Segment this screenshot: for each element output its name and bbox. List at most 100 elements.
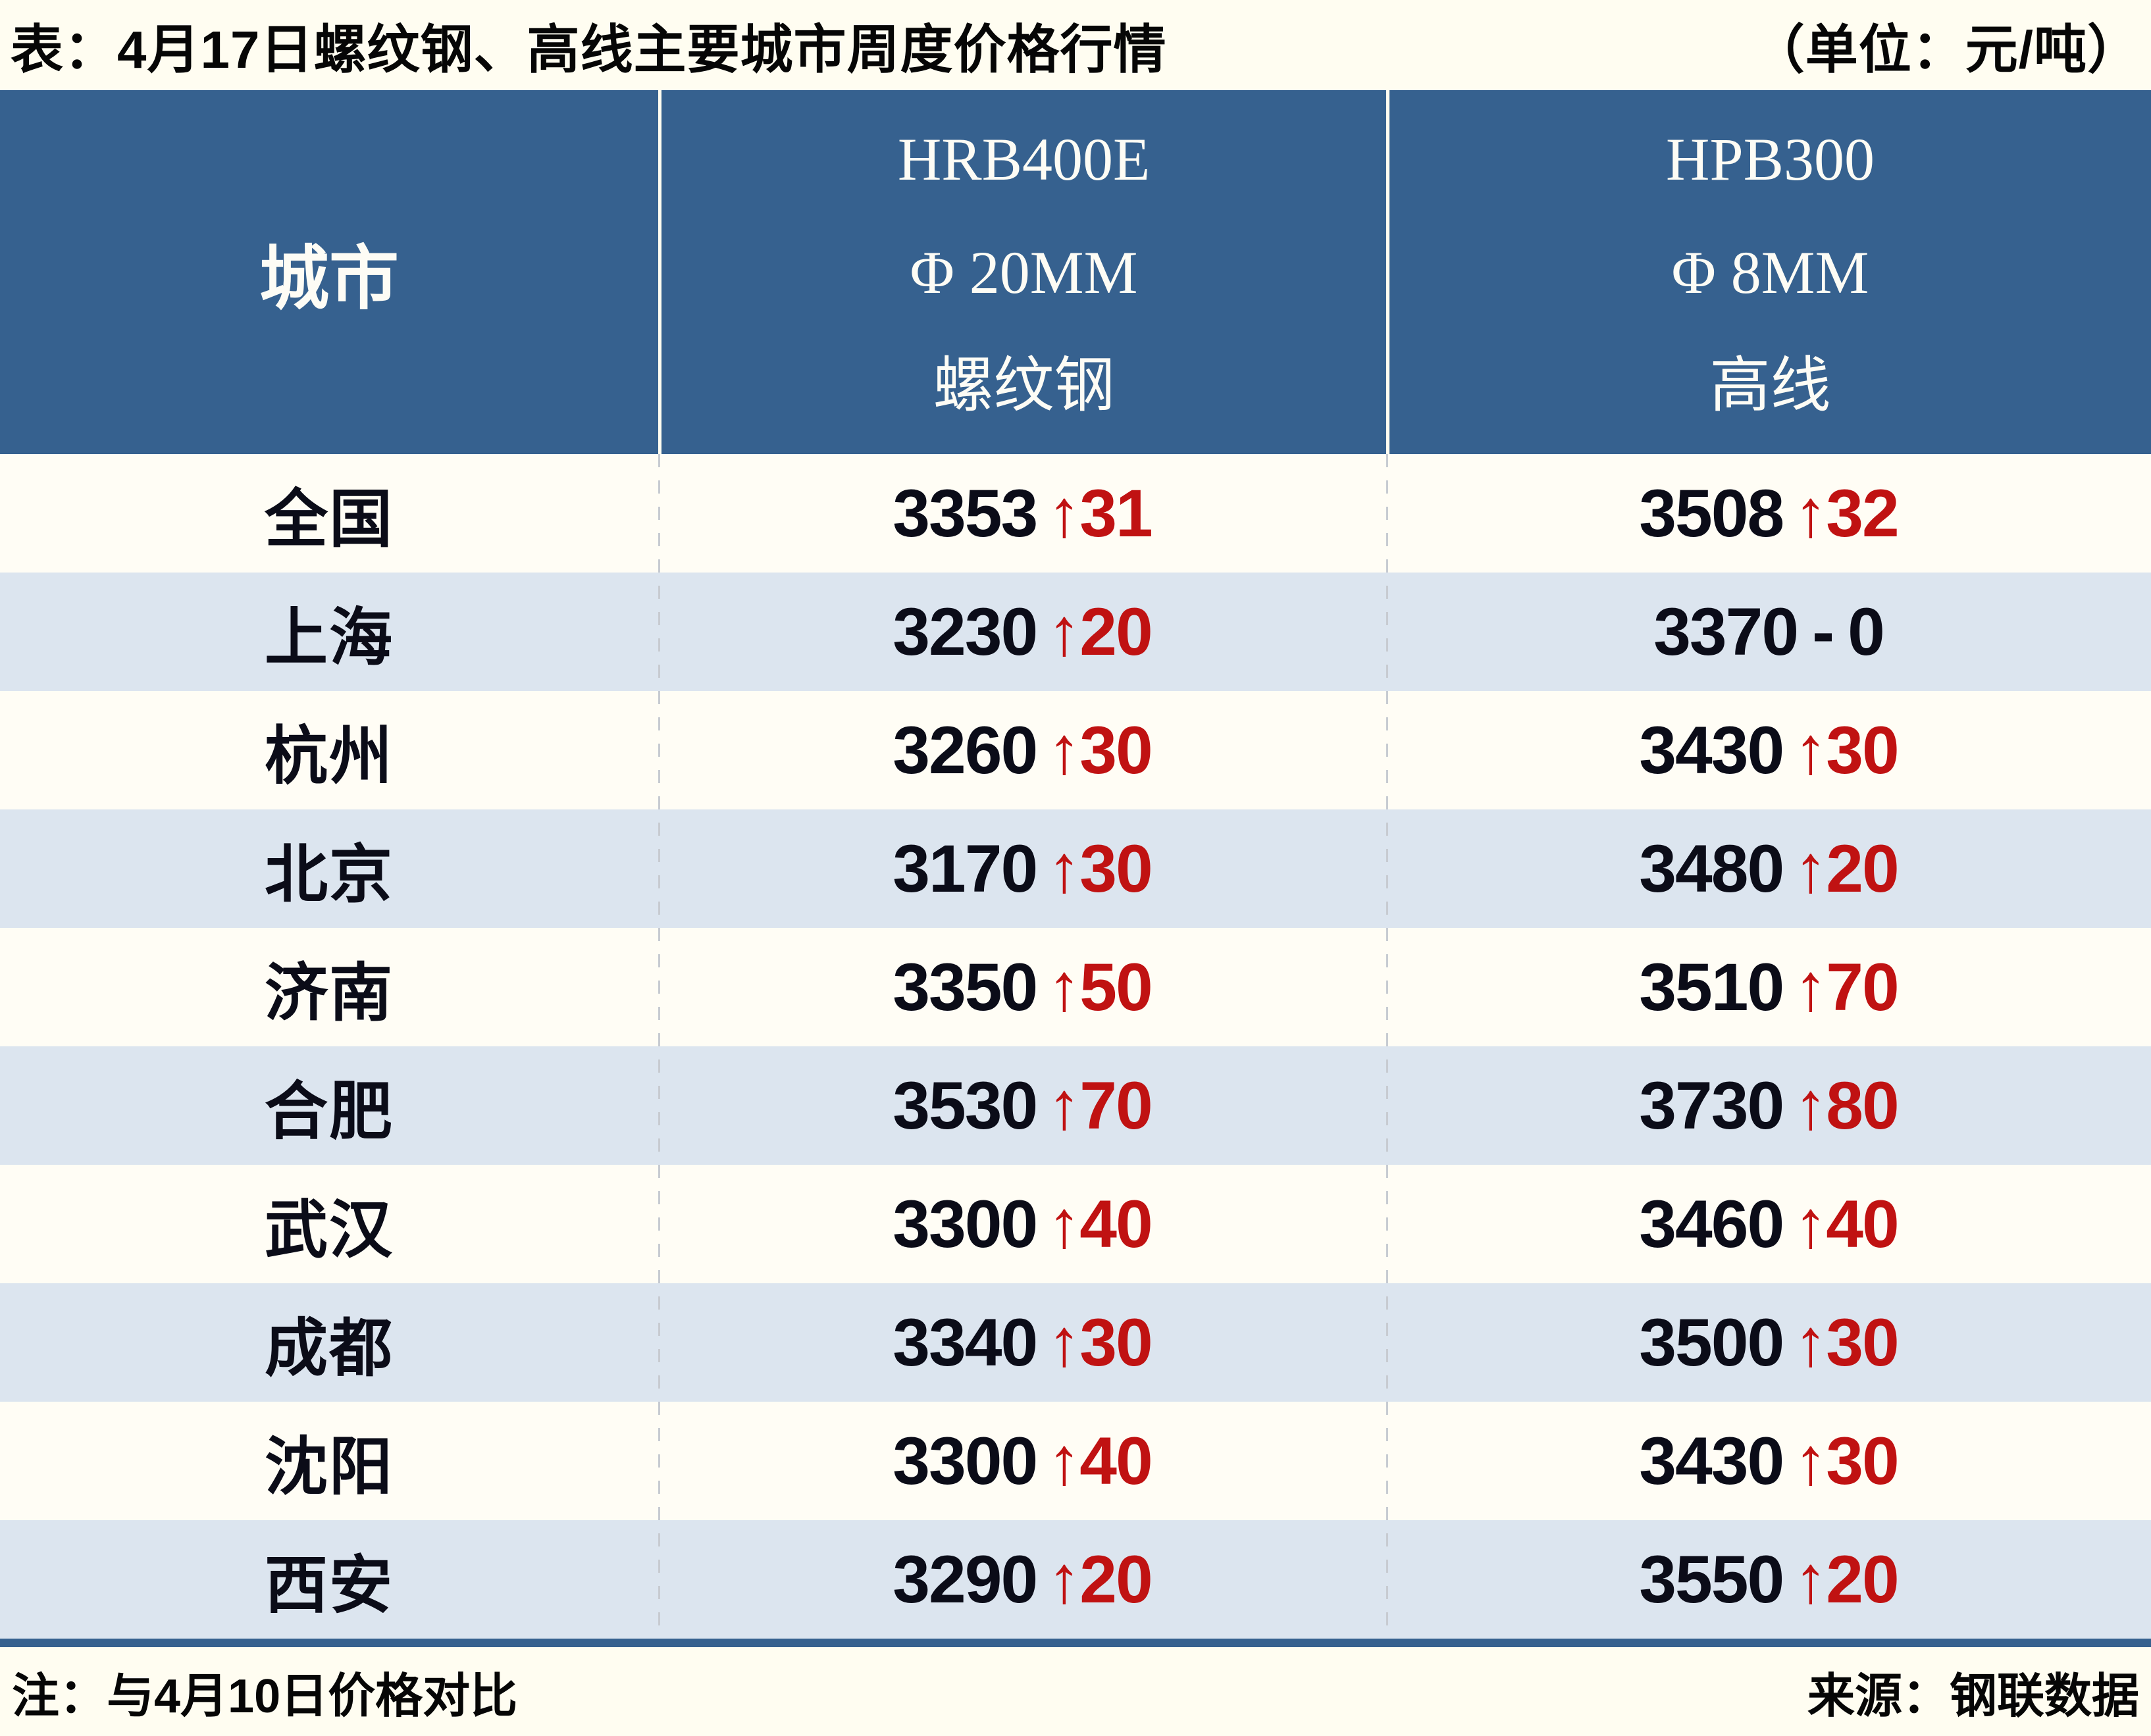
wire-price-cell: 3430 ↑30 [1386,1423,2151,1500]
up-arrow-icon: ↑ [1794,1304,1827,1380]
wire-grade-label: HPB300 [1666,125,1875,193]
rebar-grade-label: HRB400E [897,125,1151,193]
up-arrow-icon: ↑ [1794,1423,1827,1498]
wire-diameter-label: Φ 8MM [1671,238,1869,306]
no-change-dash: - [1812,594,1834,669]
rebar-price-value: 3170 [893,830,1038,906]
city-cell: 上海 [0,586,658,678]
up-arrow-icon: ↑ [1794,949,1827,1025]
rebar-price-cell: 3300 ↑40 [658,1423,1386,1500]
rebar-price-change: 20 [1079,1541,1153,1617]
rebar-product-label: 螺纹钢 [933,351,1115,419]
rebar-price-cell: 3353 ↑31 [658,475,1386,552]
up-arrow-icon: ↑ [1794,1541,1827,1617]
wire-price-change: 40 [1826,1186,1899,1262]
rebar-price-cell: 3340 ↑30 [658,1304,1386,1381]
wire-price-value: 3730 [1639,1067,1784,1143]
city-cell: 西安 [0,1534,658,1625]
rebar-price-value: 3350 [893,949,1038,1025]
city-name: 杭州 [265,721,394,792]
table-row: 西安 3290 ↑20 3550 ↑20 [0,1520,2151,1639]
wire-price-cell: 3730 ↑80 [1386,1067,2151,1144]
wire-price-value: 3500 [1639,1304,1784,1380]
header-city-cell: 城市 [0,90,658,454]
city-cell: 杭州 [0,705,658,796]
rebar-price-value: 3353 [893,475,1038,551]
rebar-price-value: 3530 [893,1067,1038,1143]
rebar-price-cell: 3170 ↑30 [658,830,1386,907]
rebar-price-change: 30 [1079,712,1153,788]
wire-price-value: 3430 [1639,712,1784,788]
table-header: 城市 HRB400E Φ 20MM 螺纹钢 HPB300 Φ 8MM 高线 [0,90,2151,454]
up-arrow-icon: ↑ [1794,1067,1827,1143]
city-cell: 济南 [0,942,658,1033]
rebar-price-change: 20 [1079,594,1153,669]
table-row: 合肥 3530 ↑70 3730 ↑80 [0,1046,2151,1165]
wire-price-value: 3460 [1639,1186,1784,1262]
rebar-price-value: 3230 [893,594,1038,669]
table-row: 上海 3230 ↑20 3370-0 [0,573,2151,691]
rebar-price-value: 3300 [893,1423,1038,1498]
wire-price-value: 3510 [1639,949,1784,1025]
rebar-price-change: 40 [1079,1423,1153,1498]
table-row: 全国 3353 ↑31 3508 ↑32 [0,454,2151,573]
wire-price-value: 3550 [1639,1541,1784,1617]
rebar-price-change: 70 [1079,1067,1153,1143]
up-arrow-icon: ↑ [1047,830,1081,906]
rebar-price-value: 3260 [893,712,1038,788]
title-bar: 表：4月17日螺纹钢、高线主要城市周度价格行情 （单位：元/吨） [0,0,2151,90]
wire-price-cell: 3508 ↑32 [1386,475,2151,552]
rebar-price-change: 31 [1079,475,1153,551]
footer-divider-bar [0,1639,2151,1647]
rebar-price-change: 50 [1079,949,1153,1025]
header-city-label: 城市 [259,240,399,318]
header-rebar-cell: HRB400E Φ 20MM 螺纹钢 [658,90,1386,454]
city-name: 济南 [265,957,394,1029]
table-row: 沈阳 3300 ↑40 3430 ↑30 [0,1402,2151,1520]
wire-price-cell: 3510 ↑70 [1386,949,2151,1026]
rebar-price-value: 3340 [893,1304,1038,1380]
up-arrow-icon: ↑ [1047,475,1081,551]
page-title: 表：4月17日螺纹钢、高线主要城市周度价格行情 [11,20,1167,79]
city-name: 西安 [265,1550,394,1621]
table-row: 北京 3170 ↑30 3480 ↑20 [0,809,2151,928]
wire-price-value: 3430 [1639,1423,1784,1498]
rebar-price-value: 3300 [893,1186,1038,1262]
rebar-price-cell: 3300 ↑40 [658,1186,1386,1263]
city-cell: 合肥 [0,1060,658,1152]
table-row: 武汉 3300 ↑40 3460 ↑40 [0,1165,2151,1283]
city-name: 全国 [265,484,394,555]
wire-price-change: 0 [1848,594,1885,669]
rebar-price-cell: 3290 ↑20 [658,1541,1386,1618]
footnote-label: 注：与4月10日价格对比 [12,1670,518,1723]
up-arrow-icon: ↑ [1794,830,1827,906]
wire-price-change: 30 [1826,1423,1899,1498]
wire-price-value: 3370 [1653,594,1799,669]
wire-price-change: 30 [1826,712,1899,788]
header-wire-cell: HPB300 Φ 8MM 高线 [1386,90,2151,454]
table-row: 济南 3350 ↑50 3510 ↑70 [0,928,2151,1046]
up-arrow-icon: ↑ [1047,1067,1081,1143]
rebar-price-cell: 3350 ↑50 [658,949,1386,1026]
city-name: 北京 [265,839,394,910]
wire-price-cell: 3550 ↑20 [1386,1541,2151,1618]
up-arrow-icon: ↑ [1794,1186,1827,1262]
wire-price-change: 80 [1826,1067,1899,1143]
city-cell: 全国 [0,468,658,559]
footer-bar: 注：与4月10日价格对比 来源：钢联数据 [0,1647,2151,1736]
table-body: 全国 3353 ↑31 3508 ↑32 上海 3230 ↑20 3370-0 杭州 3260 ↑30… [0,454,2151,1639]
up-arrow-icon: ↑ [1794,712,1827,788]
up-arrow-icon: ↑ [1047,949,1081,1025]
up-arrow-icon: ↑ [1794,475,1827,551]
wire-price-cell: 3370-0 [1386,594,2151,671]
up-arrow-icon: ↑ [1047,1186,1081,1262]
wire-price-change: 70 [1826,949,1899,1025]
wire-price-change: 30 [1826,1304,1899,1380]
table-row: 杭州 3260 ↑30 3430 ↑30 [0,691,2151,809]
city-cell: 武汉 [0,1179,658,1270]
wire-price-cell: 3460 ↑40 [1386,1186,2151,1263]
table-row: 成都 3340 ↑30 3500 ↑30 [0,1283,2151,1402]
up-arrow-icon: ↑ [1047,594,1081,669]
source-label: 来源：钢联数据 [1807,1670,2139,1723]
